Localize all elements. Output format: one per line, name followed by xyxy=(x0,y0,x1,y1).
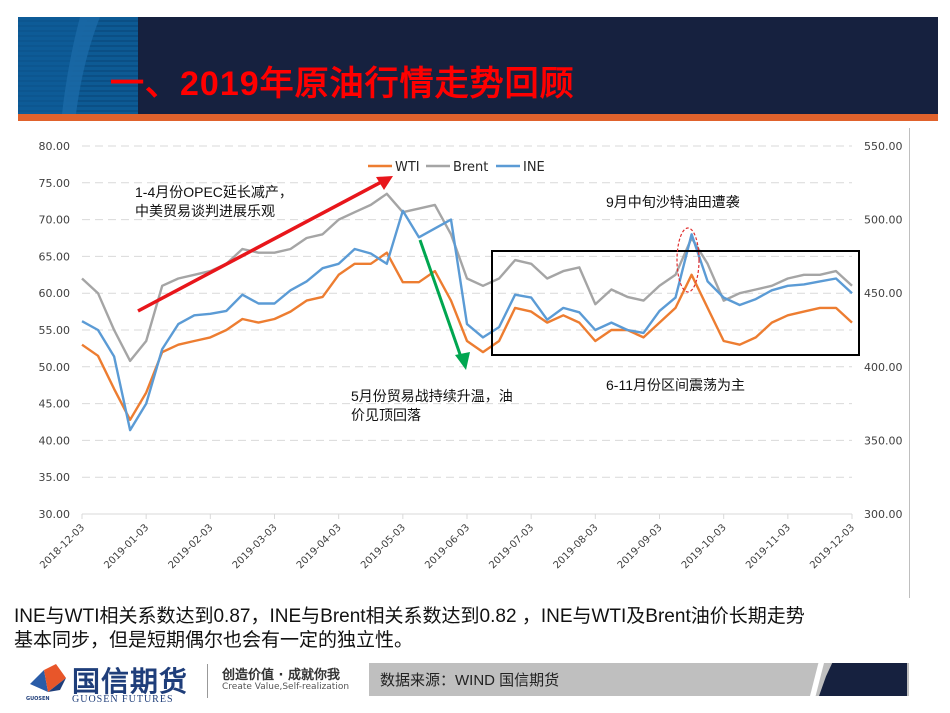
saudi-attack-ellipse xyxy=(676,227,700,293)
y-left-tick-label: 60.00 xyxy=(39,287,71,300)
annotation-trade-war: 5月份贸易战持续升温，油 价见顶回落 xyxy=(351,387,513,425)
page-title: 一、2019年原油行情走势回顾 xyxy=(110,65,575,103)
wti-line xyxy=(81,251,853,421)
y-right-tick-label: 350.00 xyxy=(864,434,903,447)
annotation-saudi-attack: 9月中旬沙特油田遭袭 xyxy=(606,194,740,210)
y-right-tick-label: 400.00 xyxy=(864,361,903,374)
legend-label-brent: Brent xyxy=(453,160,488,175)
chart-canvas: 30.00 35.00 40.00 45.00 50.00 55.00 60.00 65.00… xyxy=(38,140,903,571)
annotation-opec: 1-4月份OPEC延长减产， 中美贸易谈判进展乐观 xyxy=(135,183,293,221)
x-tick-label: 2019-06-03 xyxy=(423,522,472,571)
x-tick-label: 2019-02-03 xyxy=(167,522,216,571)
annotation-trade-war-line1: 5月份贸易战持续升温，油 xyxy=(351,388,513,404)
annotation-opec-line1: 1-4月份OPEC延长减产， xyxy=(135,184,293,200)
x-tick-label: 2019-07-03 xyxy=(487,522,536,571)
x-tick-label: 2019-11-03 xyxy=(744,522,793,571)
y-right-tick-label: 500.00 xyxy=(864,214,903,227)
guosen-logo: GUOSEN 国信期货 GUOSEN FUTURES xyxy=(26,660,201,706)
slogan-english: Create Value,Self-realization xyxy=(222,682,350,692)
x-tick-label: 2019-04-03 xyxy=(295,522,344,571)
oil-price-chart: 30.00 35.00 40.00 45.00 50.00 55.00 60.00 65.00… xyxy=(10,128,910,598)
y-left-tick-label: 55.00 xyxy=(39,324,71,337)
x-tick-label: 2019-12-03 xyxy=(808,522,857,571)
rising-arrowhead-icon xyxy=(376,176,393,190)
y-left-tick-label: 35.00 xyxy=(39,471,71,484)
legend-label-ine: INE xyxy=(523,160,545,175)
y-right-tick-label: 450.00 xyxy=(864,287,903,300)
slide-divider-line xyxy=(909,128,910,598)
range-bound-box xyxy=(491,250,860,356)
y-left-tick-label: 75.00 xyxy=(39,177,71,190)
x-tick-label: 2019-09-03 xyxy=(616,522,665,571)
ine-line xyxy=(81,209,853,432)
annotation-trade-war-line2: 价见顶回落 xyxy=(351,407,421,423)
x-tick-label: 2019-08-03 xyxy=(552,522,601,571)
banner-accent-bar xyxy=(18,114,938,121)
falling-trend-arrow xyxy=(418,239,464,361)
y-left-tick-label: 45.00 xyxy=(39,398,71,411)
y-right-tick-label: 300.00 xyxy=(864,508,903,521)
x-tick-label: 2019-03-03 xyxy=(231,522,280,571)
caption-line1: INE与WTI相关系数达到0.87，INE与Brent相关系数达到0.82 ，I… xyxy=(14,606,805,627)
x-tick-label: 2019-05-03 xyxy=(359,522,408,571)
logo-separator xyxy=(207,664,208,698)
y-right-tick-label: 550.00 xyxy=(864,140,903,153)
logo-english-name: GUOSEN FUTURES xyxy=(72,694,174,705)
y-left-tick-label: 40.00 xyxy=(39,434,71,447)
annotation-opec-line2: 中美贸易谈判进展乐观 xyxy=(135,203,275,219)
data-source-text: 数据来源：WIND 国信期货 xyxy=(380,672,560,689)
y-left-tick-label: 50.00 xyxy=(39,361,71,374)
falling-arrowhead-icon xyxy=(455,352,470,370)
chart-caption: INE与WTI相关系数达到0.87，INE与Brent相关系数达到0.82 ，I… xyxy=(14,605,944,653)
x-tick-label: 2019-01-03 xyxy=(102,522,151,571)
caption-line2: 基本同步，但是短期偶尔也会有一定的独立性。 xyxy=(14,630,414,651)
rising-trend-arrow xyxy=(137,178,386,313)
logo-chinese-name: 国信期货 xyxy=(72,665,189,698)
banner-wave-decoration xyxy=(18,17,100,114)
y-left-tick-label: 30.00 xyxy=(39,508,71,521)
footer: GUOSEN 国信期货 GUOSEN FUTURES 创造价值 · 成就你我 C… xyxy=(0,656,950,713)
x-tick-label: 2019-10-03 xyxy=(680,522,729,571)
x-tick-label: 2018-12-03 xyxy=(38,522,87,571)
title-banner xyxy=(18,17,938,114)
legend-label-wti: WTI xyxy=(395,160,420,175)
source-bar-end-block xyxy=(819,663,907,696)
slogan-chinese: 创造价值 · 成就你我 xyxy=(222,668,340,683)
y-left-tick-label: 80.00 xyxy=(39,140,71,153)
y-left-tick-label: 65.00 xyxy=(39,250,71,263)
logo-diamond-icon xyxy=(30,664,66,692)
annotation-range-bound: 6-11月份区间震荡为主 xyxy=(606,377,745,393)
logo-tiny-text: GUOSEN xyxy=(26,696,50,702)
y-left-tick-label: 70.00 xyxy=(39,214,71,227)
